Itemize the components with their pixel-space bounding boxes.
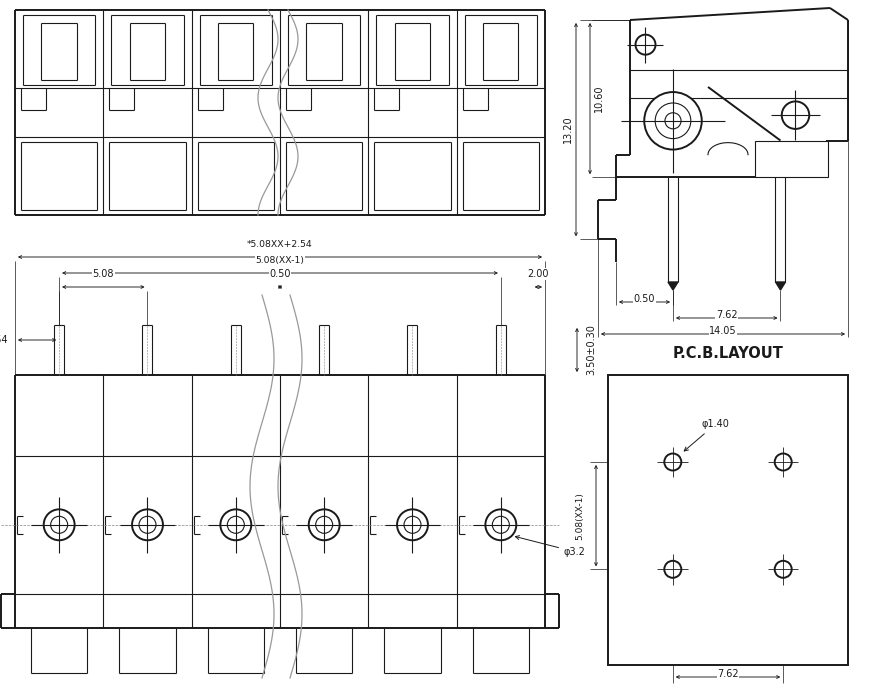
Text: 13.20: 13.20 — [562, 116, 573, 144]
Circle shape — [220, 510, 251, 540]
Text: φ1.40: φ1.40 — [683, 419, 728, 451]
Circle shape — [654, 103, 690, 139]
Text: 0.50: 0.50 — [633, 294, 654, 304]
Circle shape — [773, 561, 791, 578]
Circle shape — [644, 92, 701, 150]
Circle shape — [485, 510, 515, 540]
Text: 5.08(XX-1): 5.08(XX-1) — [255, 256, 304, 265]
Polygon shape — [774, 282, 785, 290]
Text: 7.62: 7.62 — [715, 310, 737, 320]
Circle shape — [315, 517, 332, 533]
Text: φ3.2: φ3.2 — [514, 536, 585, 556]
Circle shape — [634, 35, 654, 55]
Text: *5.08XX+2.54: *5.08XX+2.54 — [247, 240, 313, 249]
Circle shape — [227, 517, 244, 533]
Text: 10.60: 10.60 — [594, 85, 603, 113]
Circle shape — [403, 517, 421, 533]
Circle shape — [773, 454, 791, 470]
Bar — [607, 375, 847, 665]
Text: 2.00: 2.00 — [527, 269, 548, 279]
Text: 0.50: 0.50 — [269, 269, 290, 279]
Circle shape — [664, 454, 680, 470]
Text: 3.50±0.30: 3.50±0.30 — [586, 325, 595, 375]
Circle shape — [781, 102, 808, 129]
Circle shape — [43, 510, 75, 540]
Text: 5.08(XX-1): 5.08(XX-1) — [574, 491, 584, 540]
Circle shape — [50, 517, 68, 533]
Circle shape — [492, 517, 508, 533]
Circle shape — [396, 510, 428, 540]
Text: 14.05: 14.05 — [708, 326, 736, 336]
Circle shape — [139, 517, 156, 533]
Circle shape — [664, 113, 680, 129]
Text: 5.08: 5.08 — [92, 269, 114, 279]
Text: 2.54: 2.54 — [0, 335, 8, 345]
Bar — [754, 141, 827, 177]
Text: 7.62: 7.62 — [716, 669, 738, 679]
Polygon shape — [667, 282, 677, 290]
Circle shape — [132, 510, 163, 540]
Circle shape — [664, 561, 680, 578]
Circle shape — [308, 510, 339, 540]
Text: P.C.B.LAYOUT: P.C.B.LAYOUT — [672, 346, 783, 360]
